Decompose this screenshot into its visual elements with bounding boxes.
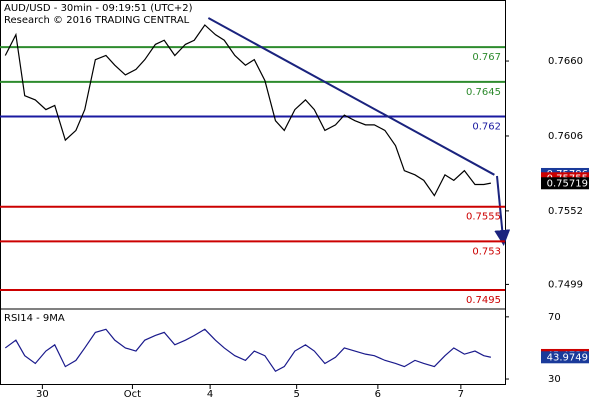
rsi-title: RSI14 - 9MA [4, 313, 65, 324]
x-tick-label: 30 [36, 389, 49, 400]
level-label: 0.767 [472, 52, 501, 63]
level-label: 0.762 [472, 122, 501, 133]
x-tick-label: 6 [375, 389, 381, 400]
plot-frame [0, 0, 506, 385]
value-marker [541, 351, 589, 364]
chart-subtitle: Research © 2016 TRADING CENTRAL [4, 15, 190, 26]
level-label: 0.7555 [466, 212, 501, 223]
y-tick-label: 0.7499 [548, 279, 583, 290]
y-tick-label: 0.7660 [548, 56, 583, 67]
value-marker [541, 177, 589, 190]
y-tick-label: 0.7552 [548, 206, 583, 217]
price-line [4, 24, 491, 197]
y-tick-label: 70 [548, 312, 561, 323]
level-label: 0.753 [472, 246, 501, 257]
y-tick-label: 30 [548, 374, 561, 385]
x-tick-label: 4 [207, 389, 213, 400]
trendline [207, 17, 495, 176]
chart-title: AUD/USD - 30min - 09:19:51 (UTC+2) [4, 3, 193, 14]
value-marker-label: 43.9749 [547, 352, 588, 363]
value-marker-label: 0.75719 [547, 178, 588, 189]
x-tick-label: 5 [293, 389, 299, 400]
level-label: 0.7645 [466, 87, 501, 98]
y-tick-label: 0.7606 [548, 131, 583, 142]
price-line [4, 328, 492, 373]
x-tick-label: 7 [458, 389, 464, 400]
x-tick-label: Oct [124, 389, 141, 400]
level-label: 0.7495 [466, 295, 501, 306]
